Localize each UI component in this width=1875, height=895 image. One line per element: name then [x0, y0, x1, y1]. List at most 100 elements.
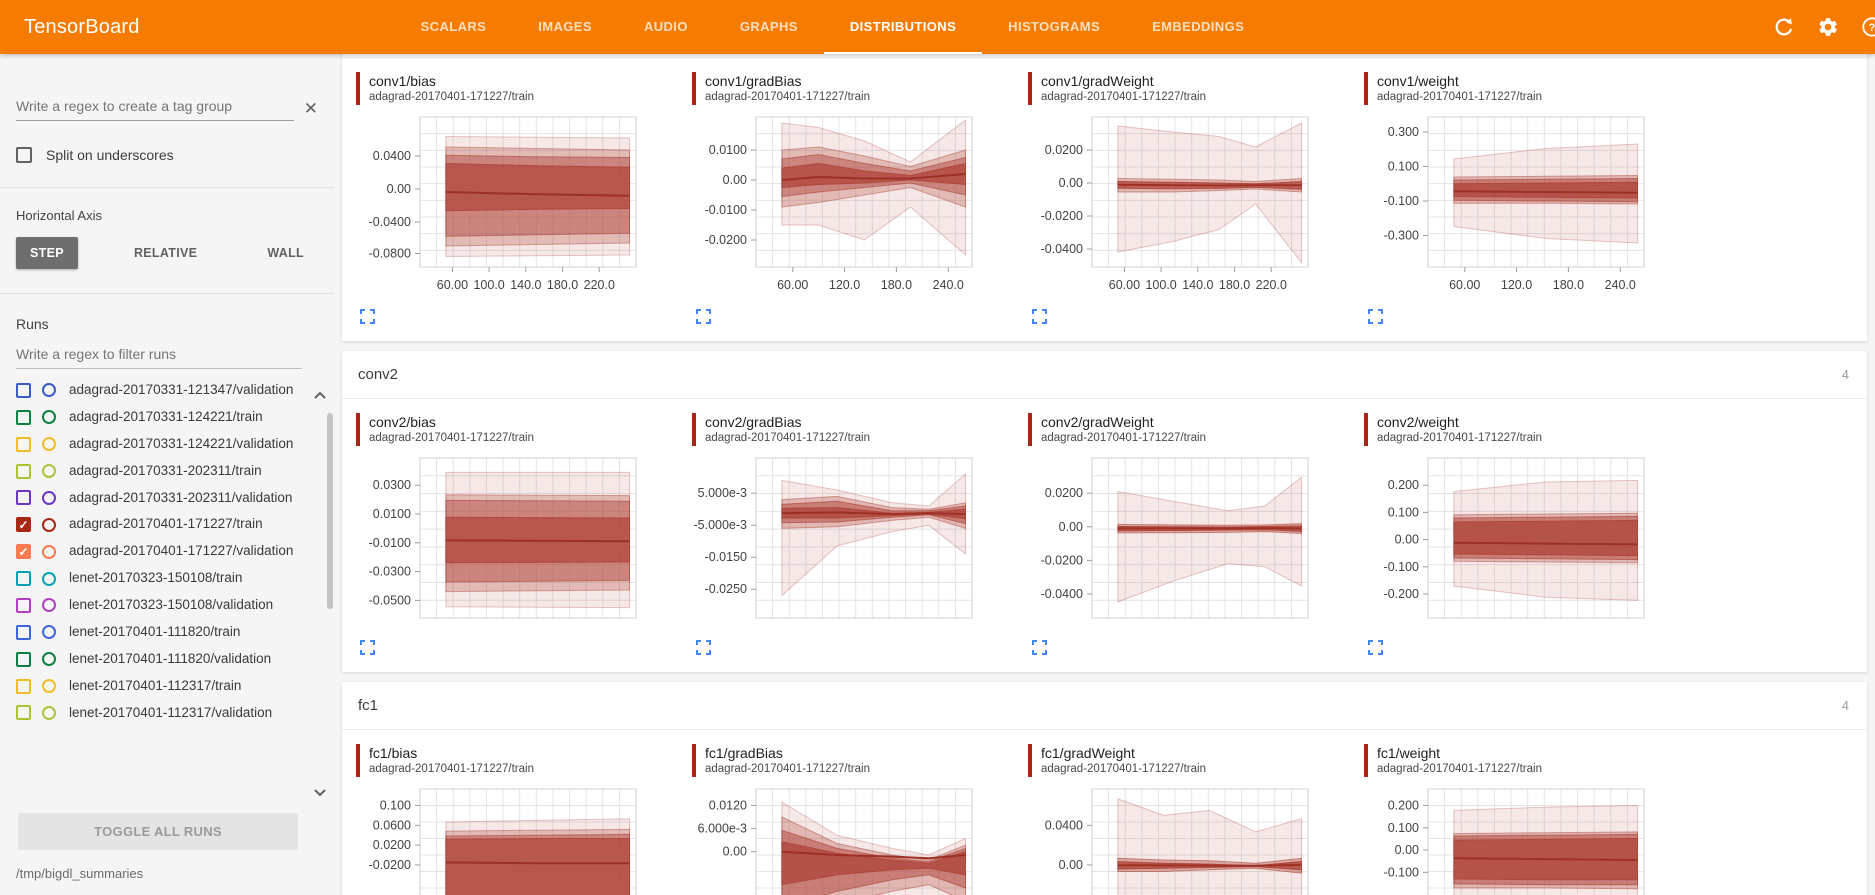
svg-text:140.0: 140.0	[1182, 278, 1213, 292]
expand-chart-button[interactable]	[360, 309, 375, 325]
run-color-circle[interactable]	[42, 517, 56, 532]
chart-card: conv1/weight adagrad-20170401-171227/trai…	[1362, 72, 1698, 331]
run-color-circle[interactable]	[42, 705, 56, 720]
chart-title: fc1/gradWeight	[1041, 745, 1135, 762]
chart-card: fc1/bias adagrad-20170401-171227/train 0.1…	[354, 744, 690, 895]
run-row[interactable]: adagrad-20170331-124221/validation	[0, 431, 334, 458]
run-checkbox[interactable]	[16, 678, 31, 694]
chart-title: conv2/gradWeight	[1041, 414, 1154, 431]
chart-card: conv2/weight adagrad-20170401-171227/trai…	[1362, 413, 1698, 662]
run-row[interactable]: lenet-20170323-150108/validation	[0, 592, 334, 619]
run-checkbox[interactable]	[16, 436, 31, 452]
divider	[0, 187, 334, 188]
distribution-chart: 0.200 0.100 0.00 -0.100 -0.200	[1384, 457, 1645, 619]
section-header-fc1[interactable]: fc1 4	[342, 682, 1867, 731]
runs-label: Runs	[16, 316, 49, 332]
expand-chart-button[interactable]	[1032, 309, 1047, 325]
tag-regex-input[interactable]	[16, 94, 294, 121]
run-row[interactable]: lenet-20170401-111820/train	[0, 619, 334, 646]
run-row[interactable]: lenet-20170401-112317/validation	[0, 700, 334, 727]
run-color-circle[interactable]	[42, 652, 56, 667]
svg-text:180.0: 180.0	[1553, 278, 1584, 292]
run-color-circle[interactable]	[42, 544, 56, 559]
run-color-circle[interactable]	[42, 464, 56, 479]
section-body: conv1/bias adagrad-20170401-171227/train 0…	[342, 58, 1867, 341]
settings-gear-icon[interactable]	[1817, 16, 1839, 38]
run-color-circle[interactable]	[42, 437, 56, 452]
run-color-circle[interactable]	[42, 410, 56, 425]
run-checkbox[interactable]	[16, 651, 31, 667]
svg-text:0.100: 0.100	[1388, 821, 1419, 835]
run-checkbox[interactable]	[16, 597, 31, 613]
svg-text:-0.0400: -0.0400	[1041, 587, 1083, 601]
chart-card-header: conv1/gradBias adagrad-20170401-171227/tr…	[692, 72, 1026, 106]
run-label: lenet-20170323-150108/train	[69, 570, 243, 586]
tab-audio[interactable]: AUDIO	[643, 18, 688, 34]
axis-option-step[interactable]: STEP	[16, 237, 78, 269]
run-checkbox[interactable]	[16, 624, 31, 640]
run-row[interactable]: lenet-20170323-150108/train	[0, 565, 334, 592]
run-row[interactable]: adagrad-20170331-121347/validation	[0, 377, 334, 404]
run-checkbox[interactable]	[16, 463, 31, 479]
expand-chart-button[interactable]	[696, 640, 711, 656]
run-color-circle[interactable]	[42, 571, 56, 586]
run-checkbox[interactable]	[16, 409, 31, 425]
svg-text:-0.100: -0.100	[1384, 866, 1419, 880]
svg-text:0.100: 0.100	[1388, 506, 1419, 520]
run-color-circle[interactable]	[42, 625, 56, 640]
run-row[interactable]: lenet-20170401-112317/train	[0, 673, 334, 700]
tab-embeddings[interactable]: EMBEDDINGS	[1152, 18, 1245, 34]
expand-chart-button[interactable]	[360, 640, 375, 656]
run-checkbox[interactable]	[16, 382, 31, 398]
run-color-circle[interactable]	[42, 598, 56, 613]
refresh-icon[interactable]	[1773, 16, 1795, 38]
tab-scalars[interactable]: SCALARS	[420, 18, 487, 34]
run-label: adagrad-20170331-124221/train	[69, 408, 263, 424]
tab-images[interactable]: IMAGES	[538, 18, 592, 34]
svg-text:-5.000e-3: -5.000e-3	[693, 518, 747, 532]
run-row[interactable]: ✓ adagrad-20170401-171227/train	[0, 511, 334, 538]
close-icon[interactable]: ✕	[303, 99, 318, 118]
run-checkbox[interactable]	[16, 705, 31, 721]
run-color-circle[interactable]	[42, 679, 56, 694]
expand-chart-button[interactable]	[1368, 640, 1383, 656]
expand-chart-button[interactable]	[1032, 640, 1047, 656]
run-row[interactable]: lenet-20170401-111820/validation	[0, 646, 334, 673]
run-row[interactable]: ✓ adagrad-20170401-171227/validation	[0, 538, 334, 565]
run-label: lenet-20170401-111820/validation	[69, 650, 272, 666]
svg-text:0.100: 0.100	[380, 799, 411, 813]
svg-text:-0.0500: -0.0500	[369, 594, 411, 608]
run-checkbox[interactable]	[16, 571, 31, 587]
split-underscores-row[interactable]: Split on underscores	[16, 147, 318, 163]
run-checkbox[interactable]	[16, 490, 31, 506]
run-checkbox[interactable]: ✓	[16, 517, 31, 533]
tab-distributions[interactable]: DISTRIBUTIONS	[823, 0, 983, 54]
axis-option-relative[interactable]: RELATIVE	[133, 246, 198, 260]
chart-run-label: adagrad-20170401-171227/train	[1377, 763, 1542, 776]
section-header-conv2[interactable]: conv2 4	[342, 351, 1867, 400]
run-row[interactable]: adagrad-20170331-202311/train	[0, 458, 334, 485]
scroll-down-icon[interactable]	[313, 788, 327, 797]
run-label: adagrad-20170331-202311/train	[69, 462, 262, 478]
chart-card: conv1/gradBias adagrad-20170401-171227/tr…	[690, 72, 1026, 331]
help-icon[interactable]: ?	[1861, 16, 1875, 38]
scroll-up-icon[interactable]	[313, 391, 327, 400]
run-color-circle[interactable]	[42, 383, 56, 398]
svg-text:0.0400: 0.0400	[1045, 819, 1083, 833]
expand-chart-button[interactable]	[696, 309, 711, 325]
toggle-all-runs-button[interactable]: TOGGLE ALL RUNS	[18, 813, 298, 850]
svg-text:0.0600: 0.0600	[373, 819, 411, 833]
tab-graphs[interactable]: GRAPHS	[739, 18, 798, 34]
chart-title: conv1/bias	[369, 73, 436, 89]
axis-option-wall[interactable]: WALL	[267, 246, 304, 260]
run-row[interactable]: adagrad-20170331-202311/validation	[0, 485, 334, 512]
run-checkbox[interactable]: ✓	[16, 544, 31, 560]
split-underscores-checkbox[interactable]	[16, 147, 32, 163]
runs-scrollbar[interactable]	[327, 413, 333, 609]
tab-histograms[interactable]: HISTOGRAMS	[1008, 18, 1101, 34]
run-row[interactable]: adagrad-20170331-124221/train	[0, 404, 334, 431]
runs-regex-input[interactable]	[16, 342, 302, 369]
svg-text:-0.0200: -0.0200	[705, 233, 747, 247]
run-color-circle[interactable]	[42, 490, 56, 505]
expand-chart-button[interactable]	[1368, 309, 1383, 325]
